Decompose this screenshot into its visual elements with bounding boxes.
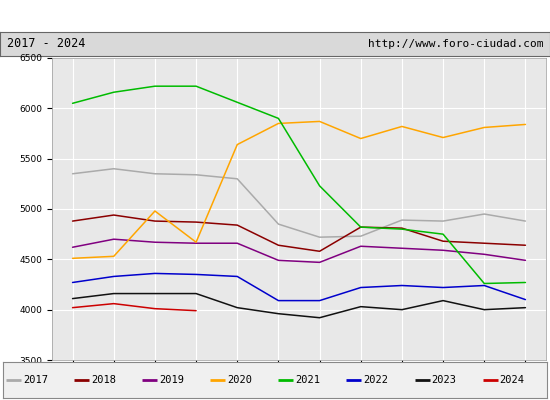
- Text: 2018: 2018: [91, 375, 116, 385]
- Text: 2023: 2023: [432, 375, 456, 385]
- Text: 2017: 2017: [23, 375, 48, 385]
- Text: 2024: 2024: [499, 375, 525, 385]
- Text: Evolucion del paro registrado en Cornellà de Llobregat: Evolucion del paro registrado en Cornell…: [75, 8, 475, 24]
- Text: http://www.foro-ciudad.com: http://www.foro-ciudad.com: [368, 39, 543, 49]
- Text: 2021: 2021: [295, 375, 321, 385]
- Text: 2020: 2020: [227, 375, 252, 385]
- Text: 2017 - 2024: 2017 - 2024: [7, 38, 85, 50]
- Text: 2022: 2022: [364, 375, 388, 385]
- Text: 2019: 2019: [160, 375, 184, 385]
